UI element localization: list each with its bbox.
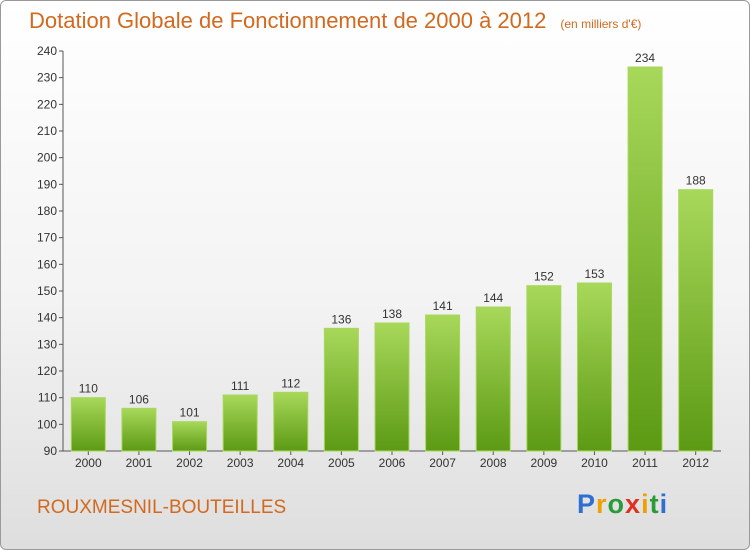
data-label: 136: [331, 312, 351, 326]
x-tick-label: 2001: [126, 456, 153, 470]
unit-note: (en milliers d'€): [560, 17, 642, 31]
x-tick-label: 2009: [530, 456, 557, 470]
chart-labels: 110 106 101 111 112 136 138 141 144 152 153 234 188: [79, 51, 706, 420]
x-tick-label: 2007: [429, 456, 456, 470]
city-name: ROUXMESNIL-BOUTEILLES: [37, 497, 287, 518]
data-label: 110: [79, 382, 98, 396]
y-tick-label: 140: [37, 311, 57, 325]
y-tick-label: 130: [37, 337, 57, 351]
y-tick-label: 150: [37, 284, 57, 298]
data-label: 106: [129, 392, 149, 406]
bar: [273, 391, 309, 452]
chart-bars: [70, 66, 714, 452]
y-tick-label: 160: [37, 257, 57, 271]
bar: [425, 314, 461, 452]
y-tick-label: 100: [37, 417, 57, 431]
bar: [576, 282, 612, 452]
proxiti-logo: Proxiti: [577, 489, 668, 520]
data-label: 112: [281, 376, 300, 390]
logo-letter: r: [596, 489, 608, 519]
y-tick-label: 120: [37, 364, 57, 378]
data-label: 188: [686, 174, 706, 188]
y-tick-label: 200: [37, 151, 57, 165]
y-tick-label: 240: [37, 44, 57, 58]
bar: [172, 421, 208, 452]
y-tick-label: 210: [37, 124, 57, 138]
bar: [678, 189, 714, 452]
logo-letter: o: [607, 489, 626, 519]
data-label: 141: [433, 299, 453, 313]
bar: [526, 285, 562, 452]
bar: [121, 407, 157, 452]
x-tick-label: 2005: [328, 456, 355, 470]
logo-letter: i: [659, 489, 669, 519]
y-tick-label: 190: [37, 177, 57, 191]
x-tick-label: 2008: [480, 456, 507, 470]
logo-letter: P: [577, 489, 597, 519]
y-tick-label: 180: [37, 204, 57, 218]
data-label: 111: [231, 379, 250, 393]
bar: [70, 397, 106, 452]
y-tick-label: 110: [38, 391, 57, 405]
logo-letter: x: [625, 489, 642, 519]
x-tick-label: 2006: [379, 456, 406, 470]
data-label: 234: [635, 51, 655, 65]
logo-letter: i: [641, 489, 650, 519]
bar: [323, 327, 359, 452]
bar: [222, 394, 258, 452]
y-tick-label: 230: [37, 71, 57, 85]
data-label: 153: [584, 267, 604, 281]
x-tick-label: 2010: [581, 456, 608, 470]
data-label: 101: [180, 406, 200, 420]
bar: [374, 322, 410, 452]
chart-axes: 90 100 110 120 130 140 150 160 170 180 190 200 210 22…: [37, 44, 721, 470]
logo-letter: t: [649, 489, 660, 519]
bar: [627, 66, 663, 452]
data-label: 138: [382, 307, 402, 321]
y-tick-label: 220: [37, 97, 57, 111]
x-tick-label: 2012: [682, 456, 709, 470]
chart-title-text: Dotation Globale de Fonctionnement de 20…: [29, 8, 547, 33]
data-label: 152: [534, 270, 554, 284]
bar: [475, 306, 511, 452]
x-tick-label: 2002: [176, 456, 203, 470]
y-tick-label: 170: [37, 231, 57, 245]
x-tick-label: 2000: [75, 456, 102, 470]
x-tick-label: 2011: [632, 456, 658, 470]
x-tick-label: 2004: [277, 456, 304, 470]
data-label: 144: [483, 291, 503, 305]
x-tick-label: 2003: [227, 456, 254, 470]
y-tick-label: 90: [44, 444, 58, 458]
chart-title: Dotation Globale de Fonctionnement de 20…: [29, 8, 641, 34]
